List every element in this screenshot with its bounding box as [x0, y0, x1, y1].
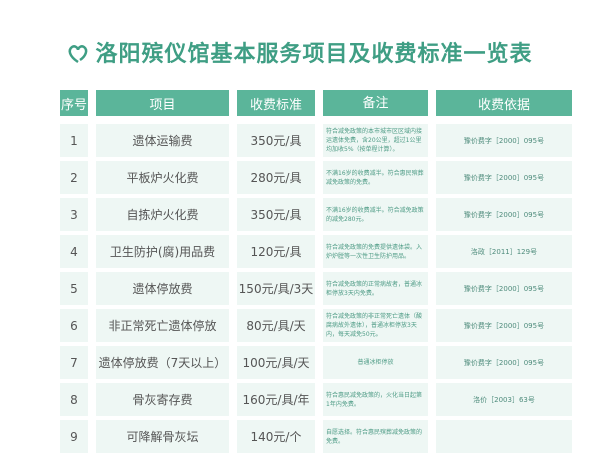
cell-item: 骨灰寄存费 [96, 383, 229, 416]
cell-note: 不满16岁的收费减半。符合减免政策的减免280元。 [323, 198, 428, 231]
fee-table: 序号 项目 收费标准 备注 收费依据 1 遗体运输费 350元/具 符合减免政策的本市… [60, 90, 572, 457]
cell-basis: 豫价费字［2000］095号 [436, 198, 572, 231]
cell-item: 遗体停放费 [96, 272, 229, 305]
cell-note: 符合减免政策的本市城市区区域内接运遗体免费，含20公里，超过1公里均加收5%（按… [323, 124, 428, 157]
cell-note: 符合减免政策的非正常死亡遗体（酸腐病故外遗体），普通冰柜停放3天内，每天减免50… [323, 309, 428, 342]
cell-basis: 豫价费字［2000］095号 [436, 346, 572, 379]
cell-no: 7 [60, 346, 88, 379]
cell-item: 可降解骨灰坛 [96, 420, 229, 453]
cell-item: 遗体运输费 [96, 124, 229, 157]
table-row: 5 遗体停放费 150元/具/3天 符合减免政策的正常病故者，普通冰柜停放3天内免费。… [60, 272, 572, 305]
cell-item: 平板炉火化费 [96, 161, 229, 194]
cell-item: 卫生防护(腐)用品费 [96, 235, 229, 268]
header-cell: 项目 [96, 90, 229, 116]
cell-no: 3 [60, 198, 88, 231]
table-row: 8 骨灰寄存费 160元/具/年 符合惠民减免政策的，火化当日起第1年内免费。 洛价［2… [60, 383, 572, 416]
cell-price: 350元/具 [237, 124, 315, 157]
cell-basis: 豫价费字［2000］095号 [436, 161, 572, 194]
cell-no: 1 [60, 124, 88, 157]
table-row: 7 遗体停放费（7天以上） 100元/具/天 普通冰柜停放 豫价费字［2000］095号 [60, 346, 572, 379]
header-cell: 序号 [60, 90, 88, 116]
cell-basis: 豫价费字［2000］095号 [436, 272, 572, 305]
cell-note: 普通冰柜停放 [323, 346, 428, 379]
title-text: 洛阳殡仪馆基本服务项目及收费标准一览表 [95, 42, 533, 67]
table-header: 序号 项目 收费标准 备注 收费依据 [60, 90, 572, 116]
cell-basis [436, 420, 572, 453]
header-cell: 收费标准 [237, 90, 315, 116]
table-row: 4 卫生防护(腐)用品费 120元/具 符合减免政策的免费提供遗体袋。入炉炉膛等一次性… [60, 235, 572, 268]
cell-price: 100元/具/天 [237, 346, 315, 379]
cell-no: 6 [60, 309, 88, 342]
table-row: 1 遗体运输费 350元/具 符合减免政策的本市城市区区域内接运遗体免费，含20公里，… [60, 124, 572, 157]
cell-price: 150元/具/3天 [237, 272, 315, 305]
cell-no: 8 [60, 383, 88, 416]
table-row: 3 自拣炉火化费 350元/具 不满16岁的收费减半。符合减免政策的减免280元。 豫价… [60, 198, 572, 231]
cell-note: 符合减免政策的正常病故者，普通冰柜停放3天内免费。 [323, 272, 428, 305]
header-cell: 收费依据 [436, 90, 572, 116]
cell-price: 120元/具 [237, 235, 315, 268]
cell-note: 自愿选择。符合惠民殡葬减免政策的免费。 [323, 420, 428, 453]
logo-icon [69, 45, 88, 64]
cell-price: 80元/具/天 [237, 309, 315, 342]
cell-no: 4 [60, 235, 88, 268]
cell-no: 9 [60, 420, 88, 453]
cell-basis: 洛政［2011］129号 [436, 235, 572, 268]
table-row: 6 非正常死亡遗体停放 80元/具/天 符合减免政策的非正常死亡遗体（酸腐病故外遗体）… [60, 309, 572, 342]
cell-no: 5 [60, 272, 88, 305]
cell-no: 2 [60, 161, 88, 194]
cell-price: 280元/具 [237, 161, 315, 194]
cell-item: 自拣炉火化费 [96, 198, 229, 231]
header-cell: 备注 [323, 90, 428, 116]
cell-item: 非正常死亡遗体停放 [96, 309, 229, 342]
cell-basis: 豫价费字［2000］095号 [436, 124, 572, 157]
cell-note: 符合减免政策的免费提供遗体袋。入炉炉膛等一次性卫生防护用品。 [323, 235, 428, 268]
table-row: 2 平板炉火化费 280元/具 不满16岁的收费减半。符合惠民殡葬减免政策的免费。 豫价… [60, 161, 572, 194]
cell-item: 遗体停放费（7天以上） [96, 346, 229, 379]
cell-basis: 洛价［2003］63号 [436, 383, 572, 416]
table-row: 9 可降解骨灰坛 140元/个 自愿选择。符合惠民殡葬减免政策的免费。 [60, 420, 572, 453]
cell-price: 140元/个 [237, 420, 315, 453]
cell-note: 不满16岁的收费减半。符合惠民殡葬减免政策的免费。 [323, 161, 428, 194]
cell-note: 符合惠民减免政策的，火化当日起第1年内免费。 [323, 383, 428, 416]
cell-price: 160元/具/年 [237, 383, 315, 416]
cell-price: 350元/具 [237, 198, 315, 231]
cell-basis: 豫价费字［2000］095号 [436, 309, 572, 342]
page-title: 洛阳殡仪馆基本服务项目及收费标准一览表 [0, 36, 600, 68]
